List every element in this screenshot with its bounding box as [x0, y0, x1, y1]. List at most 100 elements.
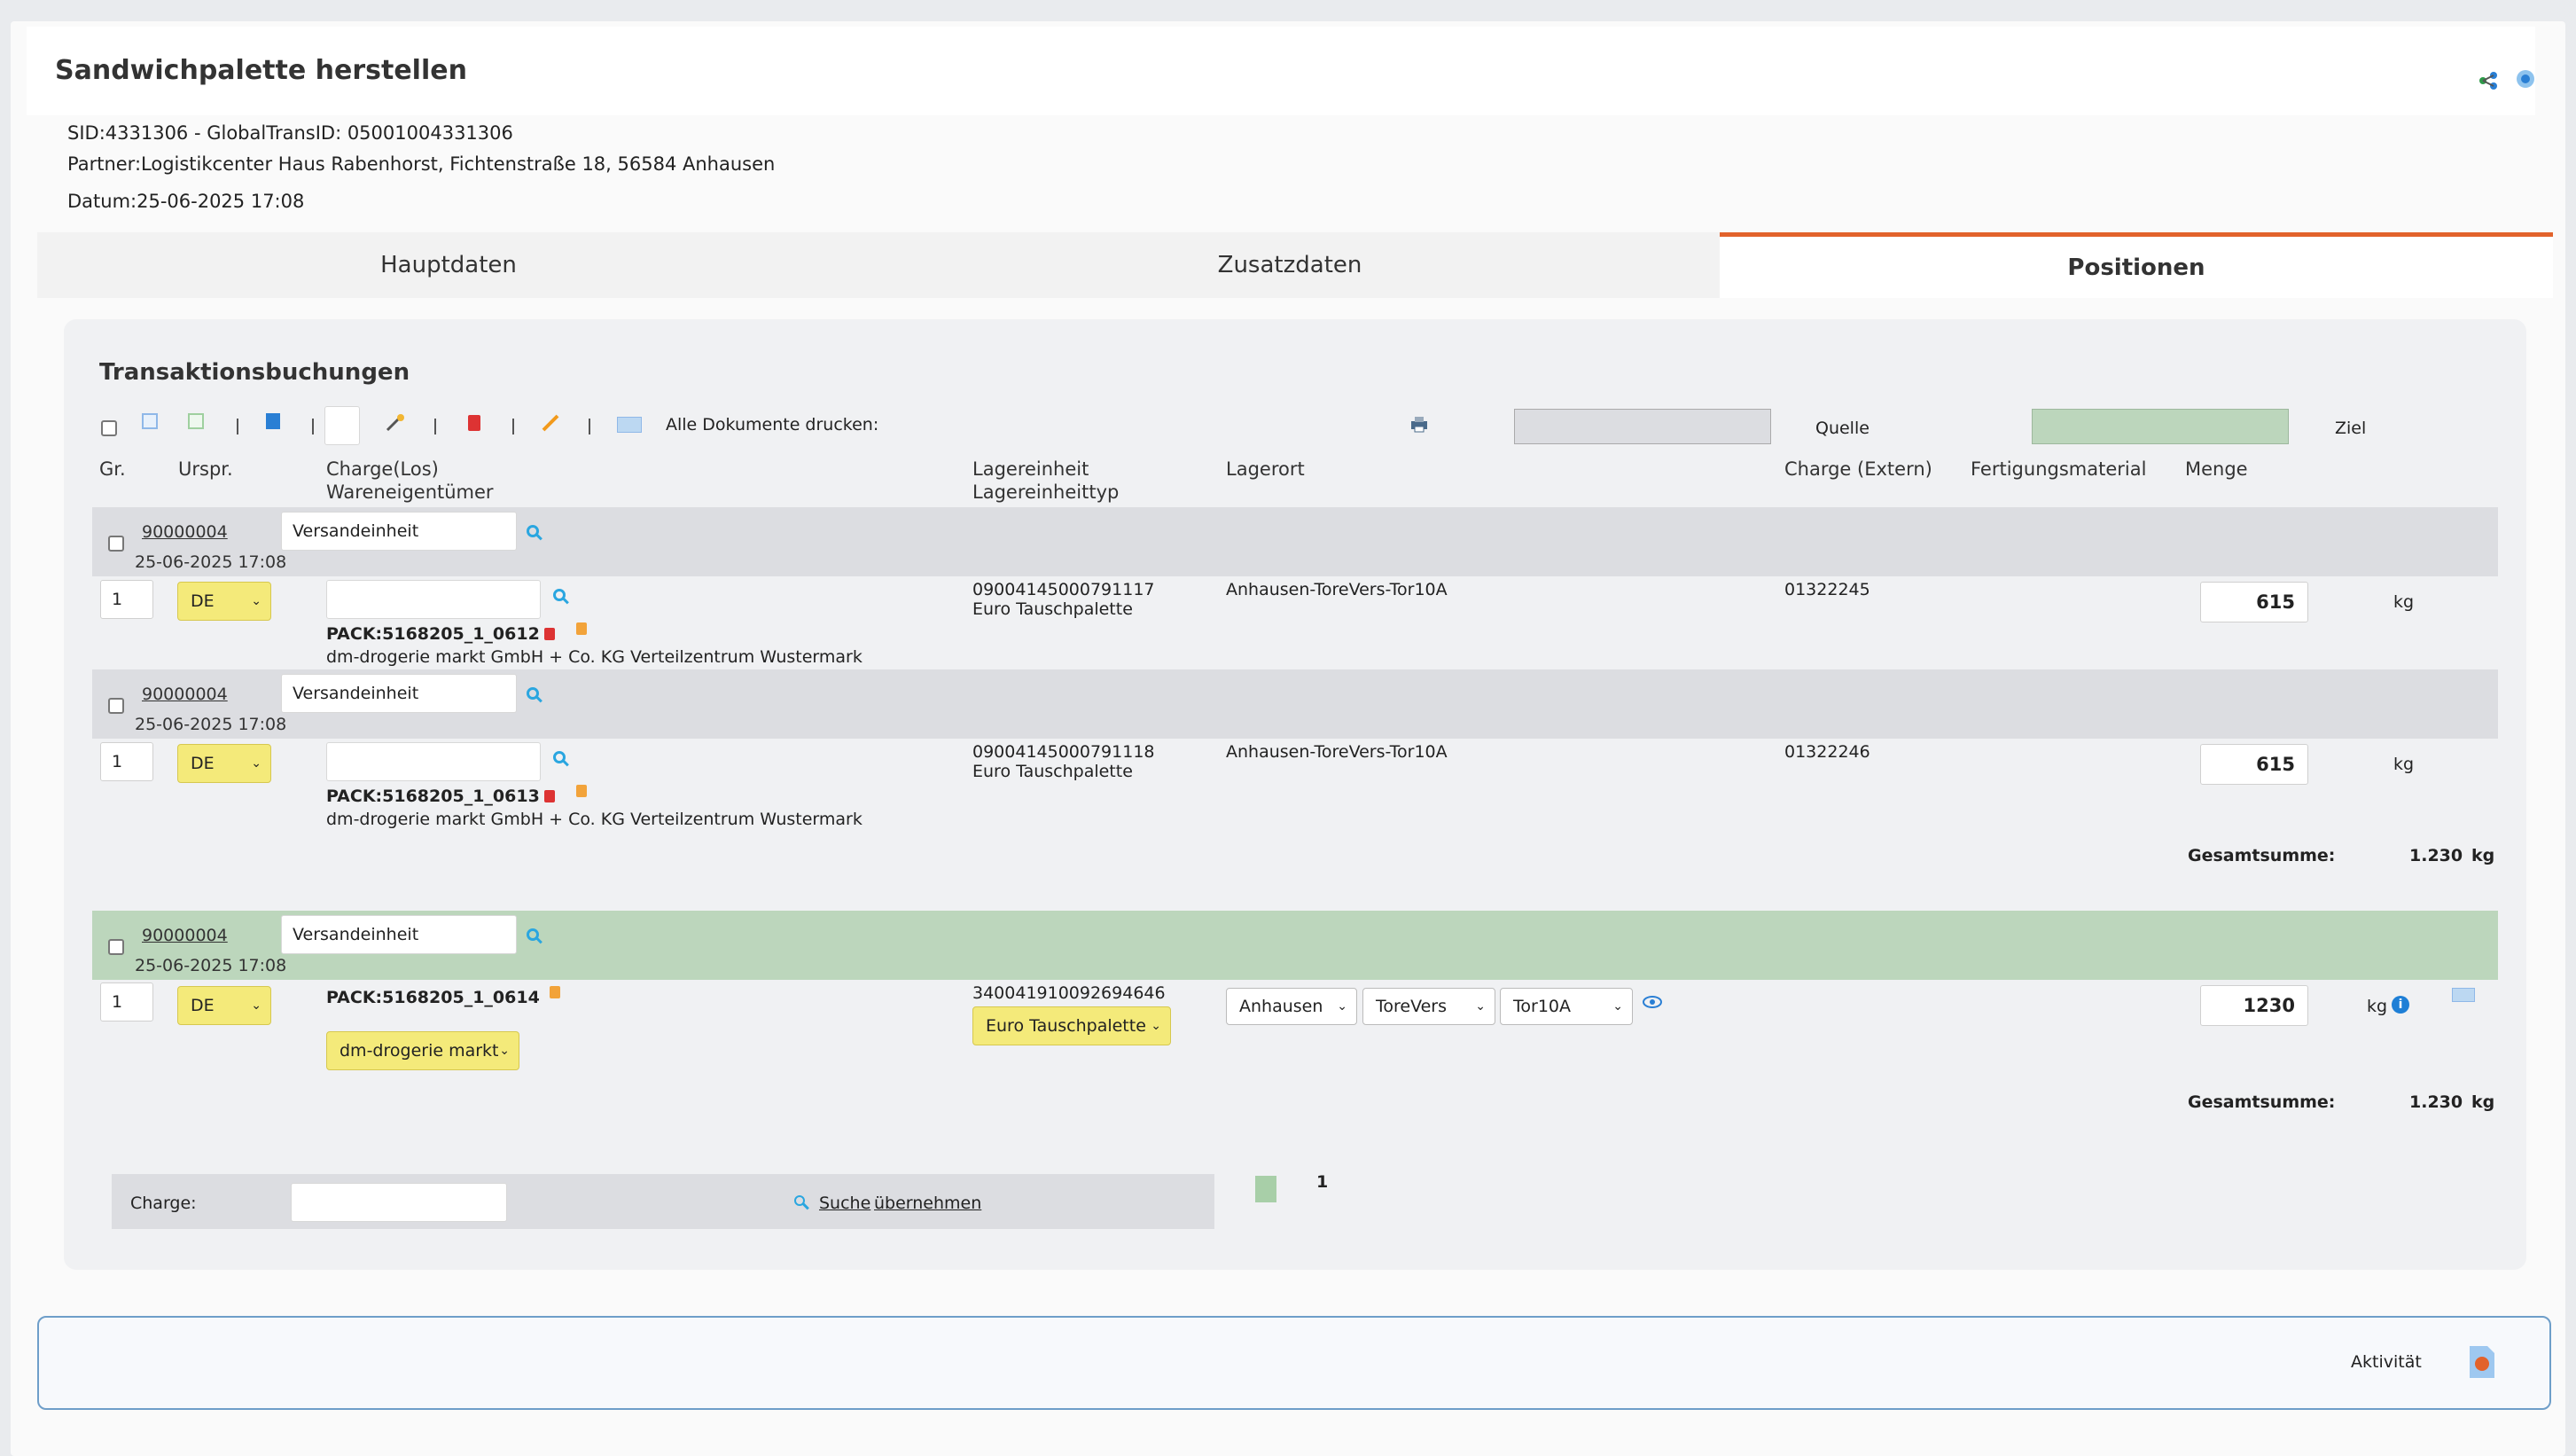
search-icon[interactable] [794, 1195, 805, 1206]
group-checkbox[interactable] [108, 536, 124, 552]
origin-select[interactable]: DE ⌄ [177, 986, 271, 1025]
header-box [27, 27, 2535, 115]
position-number-link[interactable]: 90000004 [142, 926, 228, 945]
unit-type-input[interactable]: Versandeinheit [281, 915, 517, 954]
col-lagereinheittyp: Lagereinheittyp [972, 481, 1120, 503]
tab-zusatzdaten[interactable]: Zusatzdaten [860, 232, 1720, 298]
card-icon[interactable] [617, 417, 642, 433]
location-area-select[interactable]: ToreVers ⌄ [1362, 988, 1495, 1025]
search-link[interactable]: Suche [819, 1194, 871, 1213]
unit-type-select[interactable]: Euro Tauschpalette ⌄ [972, 1006, 1171, 1045]
accept-link[interactable]: übernehmen [874, 1194, 982, 1213]
position-number-link[interactable]: 90000004 [142, 685, 228, 704]
storage-location: Anhausen-ToreVers-Tor10A [1226, 742, 1448, 762]
date-line: Datum:25-06-2025 17:08 [67, 191, 305, 212]
charge-extern: 01322245 [1784, 580, 1870, 599]
charge-search-bar [112, 1174, 1214, 1229]
group-checkbox[interactable] [108, 939, 124, 955]
quantity-input[interactable]: 615 [2200, 582, 2308, 622]
target-total-value: 1.230 [2409, 1092, 2463, 1112]
magic-wand-icon[interactable] [385, 413, 406, 433]
document-icon[interactable] [576, 622, 587, 635]
printer-icon[interactable] [1409, 415, 1429, 433]
charge-search-input[interactable] [291, 1183, 507, 1222]
owner-select-value: dm-drogerie markt [340, 1041, 499, 1061]
page-indicator-swatch [1255, 1176, 1276, 1202]
copy-icon[interactable] [266, 413, 280, 429]
pencil-icon[interactable] [541, 413, 560, 433]
chevron-down-icon: ⌄ [1337, 999, 1347, 1014]
help-icon[interactable] [2516, 69, 2535, 89]
print-all-label: Alle Dokumente drucken: [666, 415, 879, 434]
origin-select[interactable]: DE ⌄ [177, 744, 271, 783]
share-icon[interactable] [2478, 71, 2498, 90]
tab-hauptdaten[interactable]: Hauptdaten [37, 232, 860, 298]
chevron-down-icon: ⌄ [251, 998, 262, 1013]
owner-name: dm-drogerie markt GmbH + Co. KG Verteilz… [326, 647, 863, 667]
group-checkbox[interactable] [108, 698, 124, 714]
card-icon[interactable] [2452, 988, 2475, 1002]
gr-input[interactable]: 1 [100, 580, 153, 619]
activity-label: Aktivität [2351, 1352, 2422, 1372]
search-icon[interactable] [527, 928, 539, 941]
location-gate-select[interactable]: Tor10A ⌄ [1500, 988, 1633, 1025]
unit-label: kg [2367, 997, 2388, 1016]
group-date: 25-06-2025 17:08 [135, 715, 287, 734]
quantity-input[interactable]: 615 [2200, 744, 2308, 785]
pack-id: PACK:5168205_1_0612 [326, 624, 540, 644]
group-date: 25-06-2025 17:08 [135, 956, 287, 975]
toolbar-count-input[interactable] [324, 406, 360, 445]
unit-type: Euro Tauschpalette [972, 762, 1133, 781]
tab-bar: Hauptdaten Zusatzdaten Positionen [37, 232, 2553, 298]
owner-select[interactable]: dm-drogerie markt ⌄ [326, 1031, 519, 1070]
page-number[interactable]: 1 [1316, 1172, 1329, 1192]
search-icon[interactable] [527, 525, 539, 537]
search-icon[interactable] [553, 589, 566, 601]
partner-line: Partner:Logistikcenter Haus Rabenhorst, … [67, 153, 776, 175]
gr-input[interactable]: 1 [100, 742, 153, 781]
section-title: Transaktionsbuchungen [99, 359, 410, 386]
chevron-down-icon: ⌄ [499, 1044, 510, 1058]
chevron-down-icon: ⌄ [1612, 999, 1623, 1014]
charge-input[interactable] [326, 580, 541, 619]
chevron-down-icon: ⌄ [251, 594, 262, 608]
group-date: 25-06-2025 17:08 [135, 552, 287, 572]
delete-icon[interactable] [544, 628, 555, 640]
tab-positionen[interactable]: Positionen [1720, 232, 2553, 298]
col-lagereinheit: Lagereinheit [972, 458, 1089, 480]
origin-select[interactable]: DE ⌄ [177, 582, 271, 621]
origin-select-value: DE [191, 754, 215, 773]
unit-type-input[interactable]: Versandeinheit [281, 674, 517, 713]
search-icon[interactable] [553, 751, 566, 763]
source-box-icon[interactable] [142, 413, 158, 429]
document-icon[interactable] [576, 785, 587, 797]
charge-input[interactable] [326, 742, 541, 781]
origin-select-value: DE [191, 996, 215, 1015]
location-site-select[interactable]: Anhausen ⌄ [1226, 988, 1357, 1025]
search-icon[interactable] [527, 687, 539, 700]
source-legend-label: Quelle [1815, 419, 1870, 438]
select-all-checkbox[interactable] [101, 420, 117, 436]
pack-id: PACK:5168205_1_0613 [326, 787, 540, 806]
toolbar-separator [237, 419, 238, 434]
quantity-input[interactable]: 1230 [2200, 985, 2308, 1026]
activity-footer [37, 1316, 2551, 1410]
document-icon[interactable] [550, 986, 560, 998]
eye-icon[interactable] [1643, 995, 1662, 1009]
col-lagerort: Lagerort [1226, 458, 1305, 480]
target-box-icon[interactable] [188, 413, 204, 429]
col-fertigungsmaterial: Fertigungsmaterial [1971, 458, 2147, 480]
gr-input[interactable]: 1 [100, 982, 153, 1022]
delete-icon[interactable] [468, 415, 480, 431]
positions-panel [64, 319, 2526, 1270]
charge-search-label: Charge: [130, 1194, 197, 1213]
stop-document-icon[interactable] [2468, 1344, 2496, 1380]
delete-icon[interactable] [544, 790, 555, 802]
col-gr: Gr. [99, 458, 126, 480]
toolbar-separator [434, 419, 436, 434]
info-icon[interactable]: i [2392, 996, 2409, 1014]
unit-type-input[interactable]: Versandeinheit [281, 512, 517, 551]
col-menge: Menge [2185, 458, 2248, 480]
position-number-link[interactable]: 90000004 [142, 522, 228, 542]
col-charge-extern: Charge (Extern) [1784, 458, 1932, 480]
